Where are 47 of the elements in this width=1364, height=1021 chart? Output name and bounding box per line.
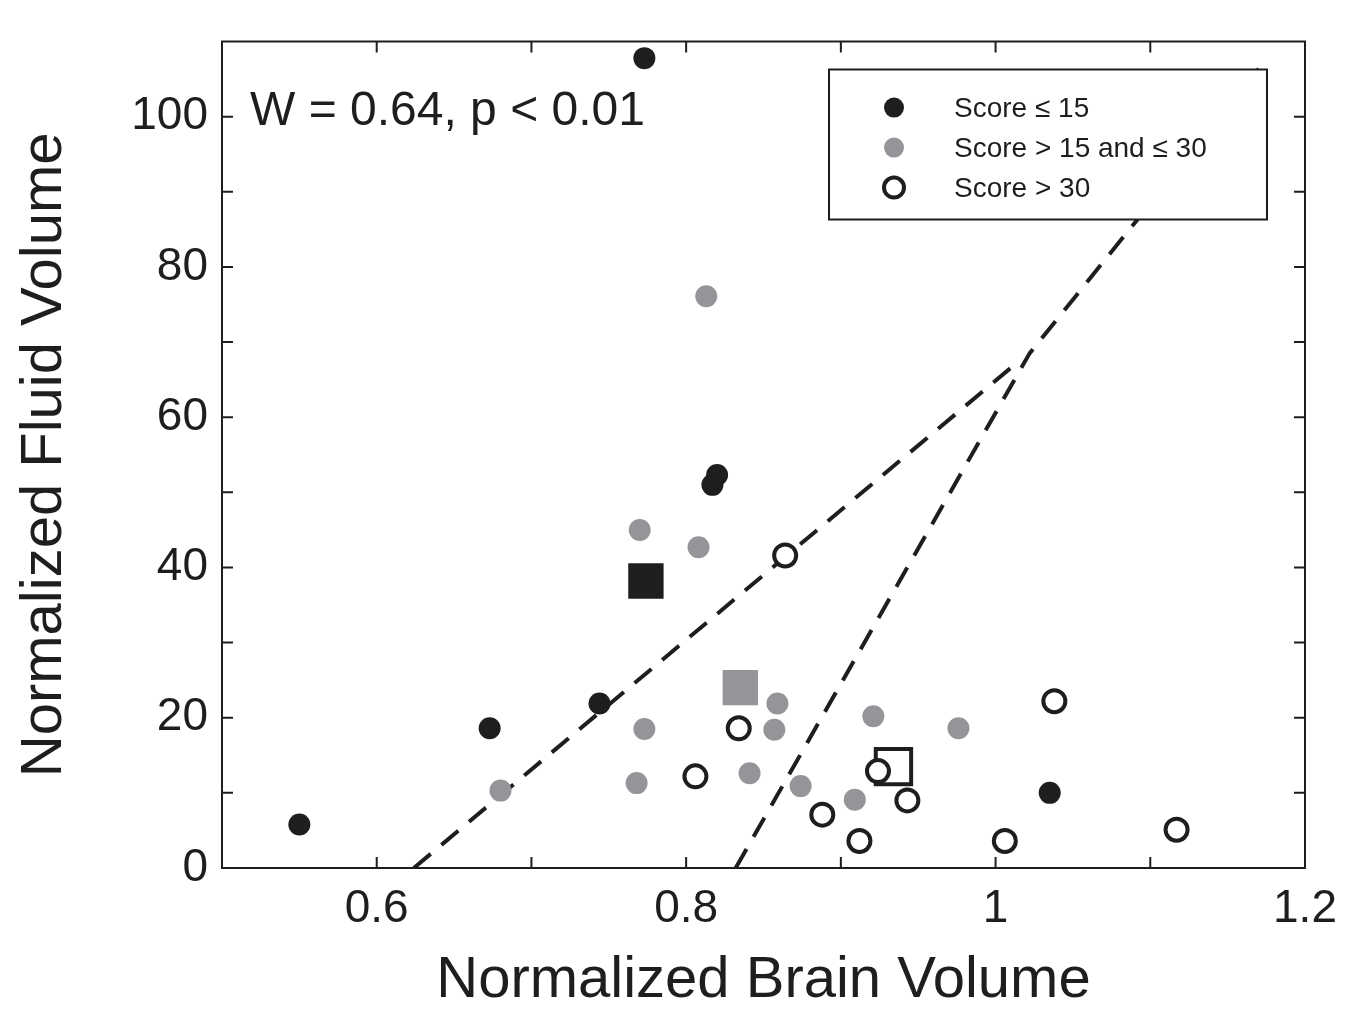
point <box>625 772 648 795</box>
point <box>687 536 710 559</box>
y-axis-title: Normalized Fluid Volume <box>7 132 73 778</box>
point <box>738 762 761 785</box>
point <box>633 47 656 70</box>
legend-label: Score > 15 and ≤ 30 <box>954 132 1207 164</box>
point <box>864 758 891 785</box>
point <box>1038 781 1061 804</box>
point <box>695 285 718 308</box>
y-tick-label: 80 <box>156 237 208 290</box>
point <box>722 670 758 706</box>
point <box>843 788 866 811</box>
point <box>628 518 651 541</box>
point <box>1163 816 1190 843</box>
point <box>628 563 664 599</box>
point <box>789 775 812 798</box>
point <box>772 542 799 569</box>
y-tick-label: 0 <box>182 838 208 891</box>
point <box>706 464 729 487</box>
annotation: W = 0.64, p < 0.01 <box>250 81 645 135</box>
y-tick-label: 20 <box>156 688 208 741</box>
point <box>725 715 752 742</box>
point <box>478 717 501 740</box>
legend-label: Score ≤ 15 <box>954 92 1090 124</box>
point <box>766 692 789 715</box>
point <box>991 827 1018 854</box>
point <box>288 813 311 836</box>
x-tick-label: 1 <box>982 880 1009 933</box>
point <box>682 763 709 790</box>
y-tick-label: 40 <box>156 538 208 591</box>
y-tick-label: 60 <box>156 387 208 440</box>
point <box>763 718 786 741</box>
point <box>1041 688 1068 715</box>
point <box>489 779 512 802</box>
x-tick-label: 1.2 <box>1273 880 1337 933</box>
x-tick-label: 0.8 <box>654 880 719 933</box>
point <box>846 827 873 854</box>
legend-label: Score > 30 <box>954 172 1091 204</box>
point <box>862 705 885 728</box>
y-tick-label: 100 <box>131 87 208 140</box>
point <box>947 717 970 740</box>
point <box>633 718 656 741</box>
point <box>809 801 836 828</box>
x-tick-label: 0.6 <box>344 880 409 933</box>
point <box>894 787 921 814</box>
x-axis-title: Normalized Brain Volume <box>436 944 1091 1010</box>
point <box>588 692 611 715</box>
